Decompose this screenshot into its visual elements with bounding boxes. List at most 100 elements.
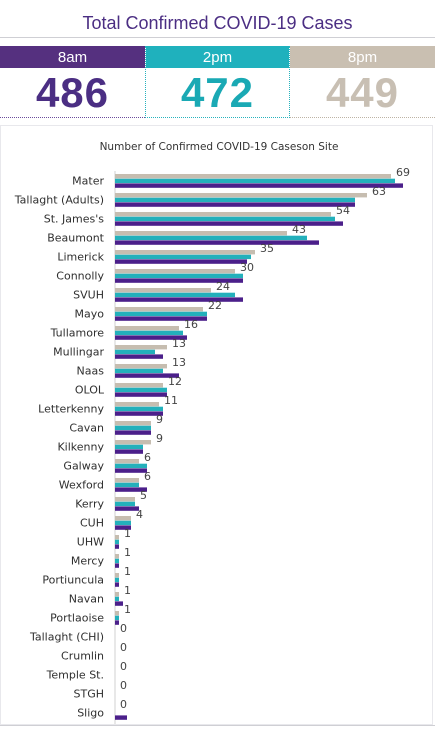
data-label: 11: [164, 394, 178, 407]
category-label: Tallaght (Adults): [14, 194, 104, 207]
data-label: 54: [336, 204, 350, 217]
bar-8am: [115, 373, 179, 378]
category-label: Connolly: [56, 270, 104, 283]
bar-2pm: [115, 596, 119, 602]
bar-2pm: [115, 387, 167, 393]
title-divider: [0, 37, 435, 38]
category-label: Navan: [69, 593, 104, 606]
bar-8am: [115, 715, 127, 720]
count-card-8am: 8am 486: [0, 46, 145, 118]
bar-2pm: [115, 539, 119, 545]
bar-8am: [115, 582, 119, 587]
data-label: 12: [168, 375, 182, 388]
count-time-label: 8pm: [290, 46, 435, 68]
bar-2pm: [115, 216, 335, 222]
bar-8am: [115, 411, 163, 416]
bar-2pm: [115, 444, 143, 450]
count-value: 486: [35, 69, 110, 116]
data-label: 1: [124, 546, 131, 559]
category-label: Cavan: [69, 422, 104, 435]
data-label: 35: [260, 242, 274, 255]
bar-8pm: [115, 250, 255, 255]
bar-2pm: [115, 273, 243, 279]
bar-8am: [115, 449, 143, 454]
category-label: Beaumont: [47, 232, 104, 245]
count-card-8pm: 8pm 449: [290, 46, 435, 118]
bar-8am: [115, 278, 243, 283]
category-label: Crumlin: [61, 650, 104, 663]
bar-8pm: [115, 440, 151, 445]
count-value: 472: [180, 69, 255, 116]
data-label: 1: [124, 584, 131, 597]
bar-2pm: [115, 311, 207, 317]
bar-8am: [115, 601, 123, 606]
category-label: Kerry: [75, 498, 104, 511]
bar-8pm: [115, 383, 163, 388]
bar-8am: [115, 487, 147, 492]
category-label: Limerick: [57, 251, 104, 264]
data-label: 1: [124, 603, 131, 616]
bar-8am: [115, 221, 343, 226]
bar-8pm: [115, 611, 119, 616]
category-label: Sligo: [77, 707, 104, 720]
category-label: Tullamore: [50, 327, 105, 340]
data-label: 9: [156, 413, 163, 426]
count-value: 449: [325, 69, 400, 116]
bar-2pm: [115, 558, 119, 564]
bar-8pm: [115, 402, 159, 407]
bar-8am: [115, 297, 243, 302]
bar-8am: [115, 316, 207, 321]
category-label: Naas: [77, 365, 105, 378]
data-label: 6: [144, 470, 151, 483]
data-label: 24: [216, 280, 230, 293]
bar-8am: [115, 335, 187, 340]
data-label: 4: [136, 508, 143, 521]
category-label: Kilkenny: [57, 441, 104, 454]
bar-2pm: [115, 235, 307, 241]
category-label: Portlaoise: [50, 612, 104, 625]
category-label: Mercy: [71, 555, 105, 568]
bar-8am: [115, 202, 355, 207]
category-label: Tallaght (CHI): [29, 631, 104, 644]
data-label: 13: [172, 337, 186, 350]
bar-8pm: [115, 269, 235, 274]
category-label: UHW: [77, 536, 104, 549]
bar-2pm: [115, 368, 163, 374]
data-label: 9: [156, 432, 163, 445]
bar-8am: [115, 544, 119, 549]
bar-2pm: [115, 292, 235, 298]
bar-8pm: [115, 497, 135, 502]
bar-8pm: [115, 516, 131, 521]
category-label: Mayo: [75, 308, 105, 321]
bar-8am: [115, 620, 119, 625]
data-label: 0: [120, 660, 127, 673]
bar-2pm: [115, 425, 151, 431]
bar-8pm: [115, 459, 139, 464]
data-label: 0: [120, 698, 127, 711]
chart-panel: [0, 125, 433, 725]
bar-8am: [115, 506, 139, 511]
data-label: 0: [120, 679, 127, 692]
bar-8pm: [115, 307, 203, 312]
bar-2pm: [115, 330, 183, 336]
bar-8pm: [115, 592, 119, 597]
category-label: OLOL: [75, 384, 105, 397]
chart-title: Number of Confirmed COVID-19 Caseson Sit…: [100, 141, 339, 153]
data-label: 1: [124, 527, 131, 540]
bar-2pm: [115, 178, 395, 184]
bar-8pm: [115, 231, 287, 236]
category-label: Portiuncula: [42, 574, 104, 587]
bar-8pm: [115, 535, 119, 540]
data-label: 43: [292, 223, 306, 236]
category-label: CUH: [80, 517, 104, 530]
bar-8pm: [115, 326, 179, 331]
category-label: Letterkenny: [38, 403, 104, 416]
bar-8pm: [115, 174, 391, 179]
bar-2pm: [115, 501, 135, 507]
bar-2pm: [115, 615, 119, 621]
page-title: Total Confirmed COVID-19 Cases: [82, 12, 353, 33]
bar-8am: [115, 430, 151, 435]
bar-8pm: [115, 573, 119, 578]
data-label: 0: [120, 641, 127, 654]
